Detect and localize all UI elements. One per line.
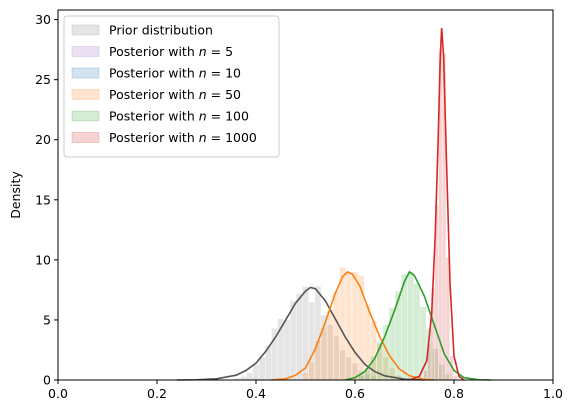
- legend-swatch: [71, 24, 100, 36]
- legend-swatch: [71, 89, 100, 100]
- hist-bar-0-4: [258, 356, 266, 381]
- legend-label: Posterior with n = 1000: [109, 130, 257, 145]
- hist-bar-4-1: [363, 367, 371, 381]
- x-tick-label: 0.6: [345, 386, 365, 401]
- hist-bar-3-0: [302, 372, 309, 381]
- legend: Prior distribution Posterior with n = 5 Po…: [63, 15, 280, 158]
- kde-line-5: [409, 27, 465, 381]
- hist-bar-0-8: [283, 319, 291, 381]
- x-tick-label: 0.4: [246, 386, 266, 401]
- hist-bar-4-8: [407, 271, 415, 381]
- kde-line-0: [176, 286, 425, 381]
- legend-label: Posterior with n = 100: [109, 109, 249, 124]
- y-tick-label: 20: [35, 132, 51, 147]
- y-tick-label: 5: [43, 312, 51, 327]
- hist-bar-0-3: [252, 364, 260, 381]
- kde-layer: [176, 27, 492, 381]
- hist-bar-0-10: [295, 293, 303, 381]
- legend-swatch: [71, 110, 100, 122]
- y-tick-label: 10: [35, 252, 51, 267]
- y-tick-label: 0: [43, 373, 51, 388]
- legend-label: Posterior with n = 50: [109, 87, 241, 102]
- kde-line-3: [270, 270, 435, 381]
- hist-bar-0-2: [246, 372, 254, 381]
- y-axis-label: Density: [8, 171, 23, 219]
- legend-box: [63, 15, 280, 158]
- hist-bar-3-6: [339, 266, 347, 381]
- x-tick-label: 0.0: [48, 386, 68, 401]
- y-axis: 0 5 10 15 20 25 30: [35, 12, 58, 388]
- hist-bar-3-7: [345, 272, 353, 381]
- y-tick-label: 15: [35, 192, 51, 207]
- histogram-layer: [234, 48, 458, 381]
- x-tick-label: 1.0: [543, 386, 563, 401]
- x-axis: 0.0 0.2 0.4 0.6 0.8 1.0: [48, 380, 563, 401]
- hist-bar-0-1: [240, 376, 248, 381]
- hist-bar-3-8: [351, 271, 359, 381]
- y-tick-label: 25: [35, 72, 51, 87]
- legend-label: Prior distribution: [109, 23, 213, 38]
- y-tick-label: 30: [35, 12, 51, 27]
- legend-label: Posterior with n = 5: [109, 44, 233, 59]
- hist-bar-3-5: [333, 290, 340, 381]
- legend-swatch: [71, 132, 100, 143]
- x-tick-label: 0.8: [444, 386, 464, 401]
- legend-swatch: [71, 67, 100, 79]
- hist-bar-5-0: [423, 370, 428, 381]
- legend-label: Posterior with n = 10: [109, 66, 241, 81]
- hist-bar-3-4: [326, 310, 334, 381]
- legend-swatch: [71, 46, 100, 57]
- hist-bar-0-9: [289, 300, 297, 381]
- hist-bar-3-3: [320, 326, 328, 381]
- plot-frame: [57, 9, 554, 381]
- hist-bar-0-11: [302, 285, 309, 381]
- hist-bar-4-9: [413, 283, 421, 381]
- hist-bar-3-1: [308, 361, 316, 381]
- x-tick-label: 0.2: [147, 386, 167, 401]
- hist-bar-5-8: [453, 374, 458, 381]
